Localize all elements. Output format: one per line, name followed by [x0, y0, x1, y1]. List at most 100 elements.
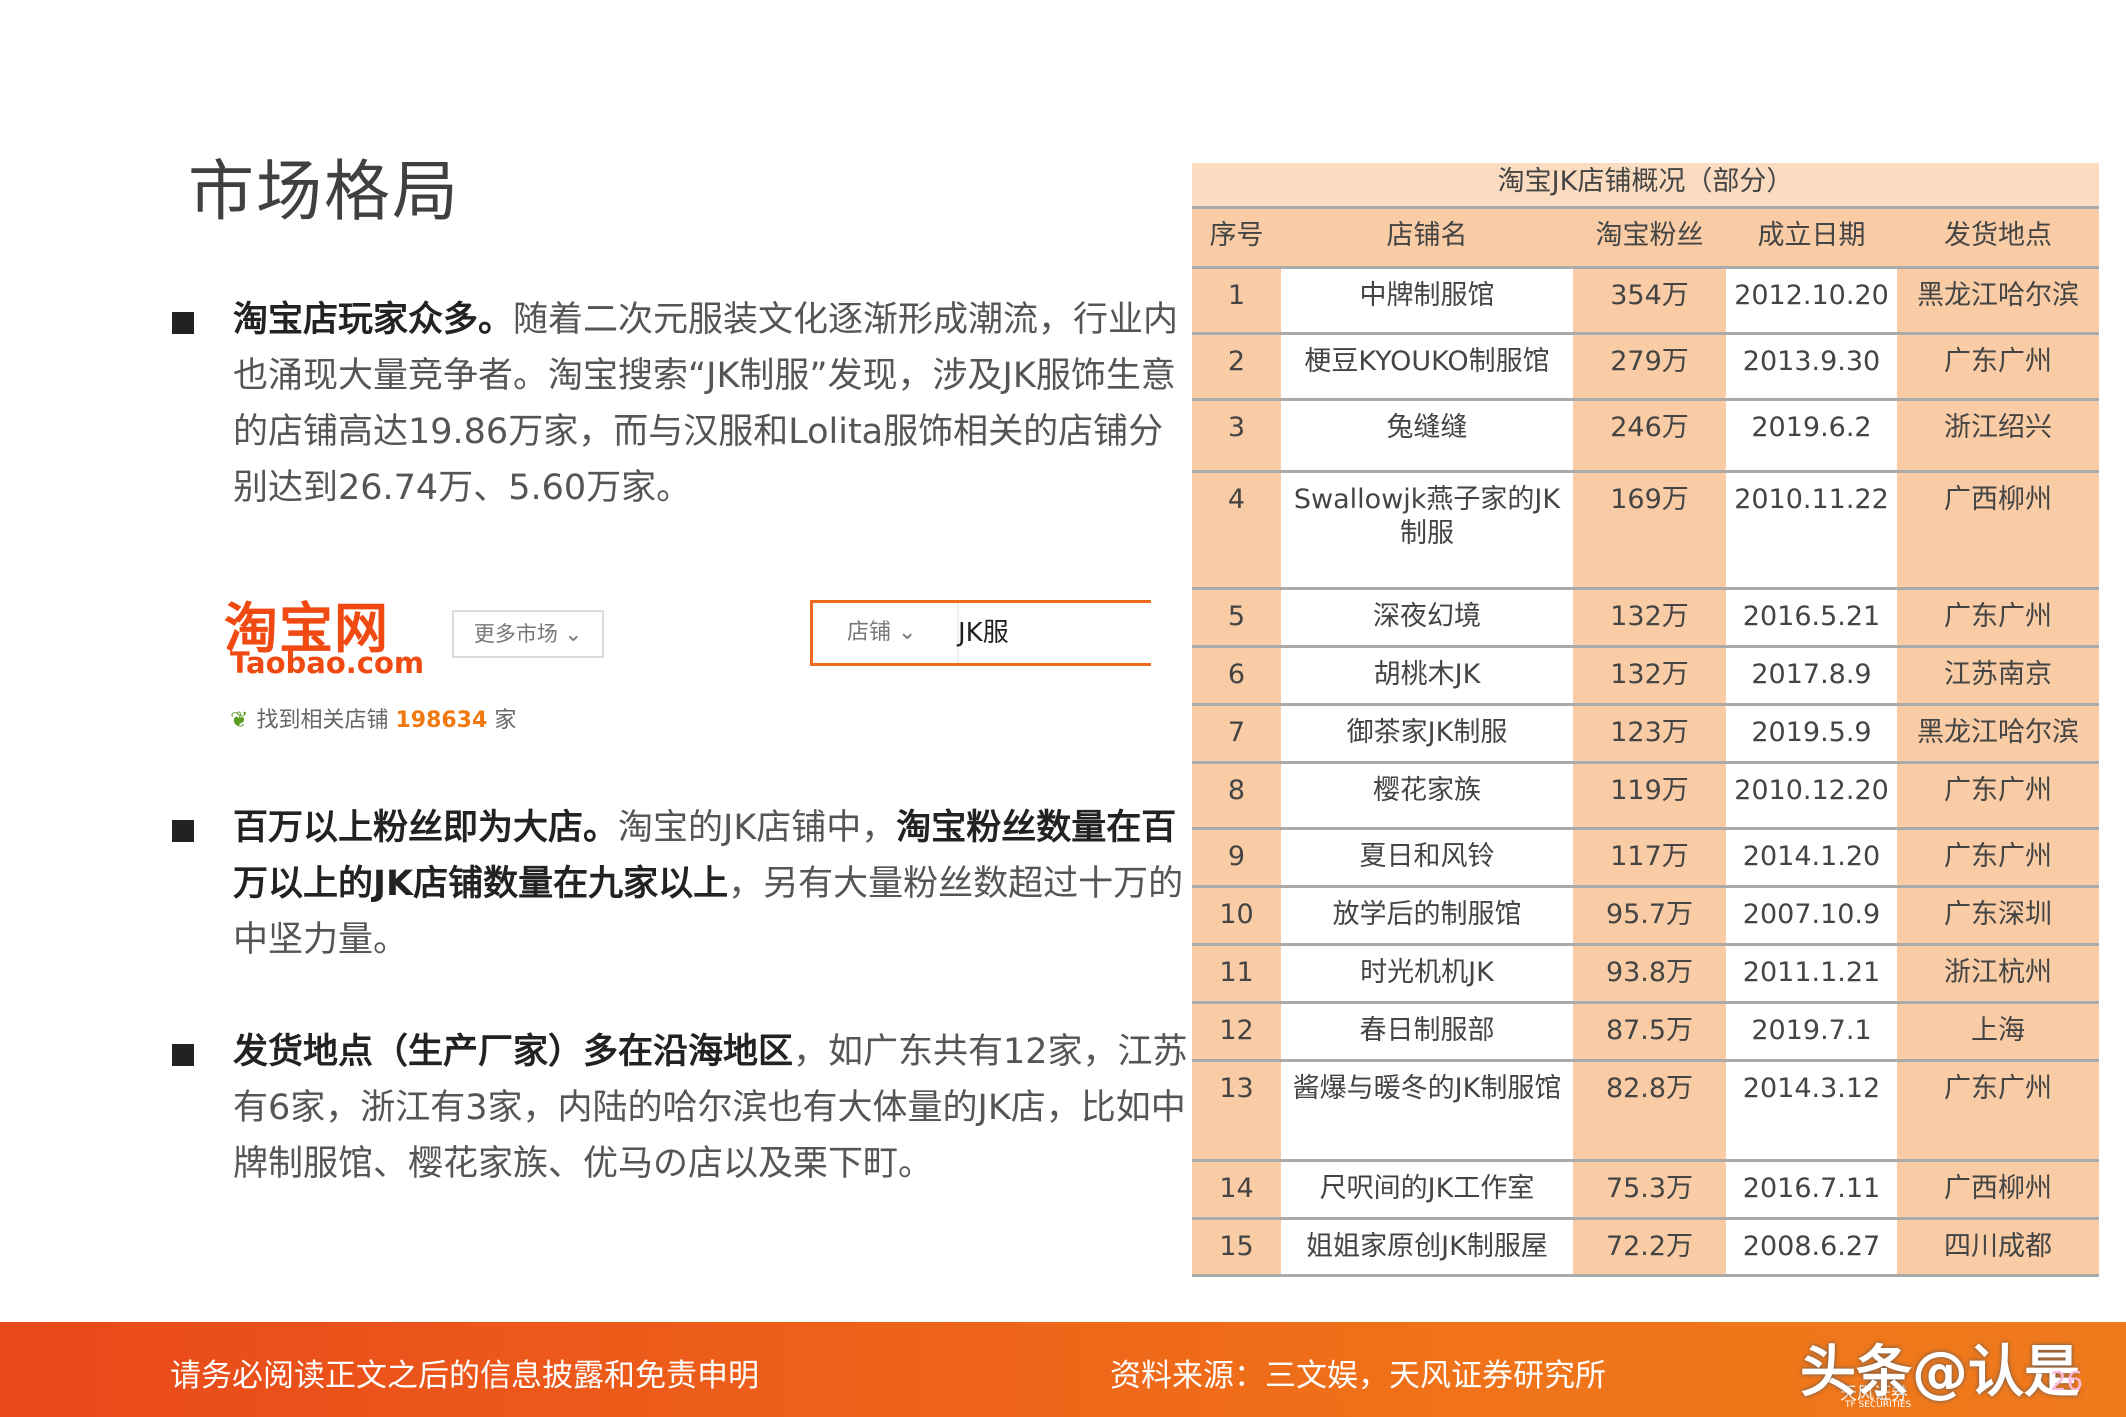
- table-cell: 354万: [1573, 267, 1726, 335]
- table-cell: 2011.1.21: [1726, 944, 1897, 1004]
- header-cell: 淘宝粉丝: [1573, 207, 1726, 269]
- header-cell: 店铺名: [1281, 207, 1573, 269]
- table-cell: 2014.1.20: [1726, 828, 1897, 888]
- table-cell: 123万: [1573, 704, 1726, 764]
- header-cell: 发货地点: [1897, 207, 2100, 269]
- search-type[interactable]: 店铺 ⌄: [829, 603, 959, 663]
- table-row: 9 夏日和风铃 117万 2014.1.20 广东广州: [1192, 828, 2100, 888]
- table-title: 淘宝JK店铺概况（部分）: [1192, 163, 2100, 209]
- table-row: 6 胡桃木JK 132万 2017.8.9 江苏南京: [1192, 646, 2100, 706]
- table-row: 12 春日制服部 87.5万 2019.7.1 上海: [1192, 1002, 2100, 1062]
- table-cell: 时光机机JK: [1281, 944, 1573, 1004]
- table-row: 14 尺呎间的JK工作室 75.3万 2016.7.11 广西柳州: [1192, 1160, 2100, 1220]
- table-row: 10 放学后的制服馆 95.7万 2007.10.9 广东深圳: [1192, 886, 2100, 946]
- table-row: 15 姐姐家原创JK制服屋 72.2万 2008.6.27 四川成都: [1192, 1218, 2100, 1277]
- table-cell: 75.3万: [1573, 1160, 1726, 1220]
- table-title-row: 淘宝JK店铺概况（部分）: [1192, 163, 2100, 209]
- table-cell: 春日制服部: [1281, 1002, 1573, 1062]
- table-cell: 1: [1192, 267, 1281, 335]
- table-cell: 广东深圳: [1897, 886, 2100, 946]
- table-row: 8 樱花家族 119万 2010.12.20 广东广州: [1192, 762, 2100, 830]
- search-box[interactable]: 店铺 ⌄ JK服: [810, 600, 1151, 666]
- table-cell: 87.5万: [1573, 1002, 1726, 1062]
- table-cell: 8: [1192, 762, 1281, 830]
- table-cell: 2019.6.2: [1726, 399, 1897, 473]
- table-row: 5 深夜幻境 132万 2016.5.21 广东广州: [1192, 588, 2100, 648]
- table-cell: 82.8万: [1573, 1060, 1726, 1162]
- bullet-mark: [172, 1044, 194, 1066]
- table-cell: 279万: [1573, 333, 1726, 401]
- table-cell: 95.7万: [1573, 886, 1726, 946]
- table-cell: 2007.10.9: [1726, 886, 1897, 946]
- bold-text: 发货地点（生产厂家）多在沿海地区: [233, 1032, 794, 1072]
- table-cell: 93.8万: [1573, 944, 1726, 1004]
- table-row: 13 酱爆与暖冬的JK制服馆 82.8万 2014.3.12 广东广州: [1192, 1060, 2100, 1162]
- table-cell: 江苏南京: [1897, 646, 2100, 706]
- text: ，如广东共有12家，江苏有6家，浙江有3家，内陆的哈尔滨也有大体量的JK店，比如…: [233, 1032, 1188, 1184]
- table-cell: 深夜幻境: [1281, 588, 1573, 648]
- header-cell: 序号: [1192, 207, 1281, 269]
- table-cell: 黑龙江哈尔滨: [1897, 267, 2100, 335]
- result-prefix: 找到相关店铺: [256, 708, 389, 733]
- table-cell: 御茶家JK制服: [1281, 704, 1573, 764]
- table-cell: 2014.3.12: [1726, 1060, 1897, 1162]
- brand-en: TF SECURITIES: [1845, 1400, 1912, 1410]
- result-number: 198634: [395, 708, 488, 733]
- table-cell: 黑龙江哈尔滨: [1897, 704, 2100, 764]
- table-cell: Swallowjk燕子家的JK制服: [1281, 471, 1573, 590]
- brand: 天风证券: [1840, 1384, 1908, 1404]
- leaf-icon: ❦: [230, 708, 249, 733]
- table-cell: 10: [1192, 886, 1281, 946]
- table-cell: 3: [1192, 399, 1281, 473]
- taobao-domain: Taobao.com: [230, 646, 425, 680]
- table-row: 4 Swallowjk燕子家的JK制服 169万 2010.11.22 广西柳州: [1192, 471, 2100, 590]
- table-cell: 6: [1192, 646, 1281, 706]
- bullet-mark: [172, 820, 194, 842]
- table-cell: 2017.8.9: [1726, 646, 1897, 706]
- bullet-text: 淘宝店玩家众多。随着二次元服装文化逐渐形成潮流，行业内也涌现大量竞争者。淘宝搜索…: [233, 292, 1192, 516]
- text: ，另有大量粉丝数超过十万的中坚力量。: [233, 864, 1184, 960]
- table-cell: 7: [1192, 704, 1281, 764]
- source: 资料来源：三文娱，天风证券研究所: [1110, 1358, 1606, 1394]
- table-row: 1 中牌制服馆 354万 2012.10.20 黑龙江哈尔滨: [1192, 267, 2100, 335]
- table-cell: 72.2万: [1573, 1218, 1726, 1277]
- table-cell: 广西柳州: [1897, 1160, 2100, 1220]
- market-dropdown[interactable]: 更多市场 ⌄: [452, 610, 604, 658]
- watermark: 头条@认是: [1800, 1340, 2080, 1405]
- table-cell: 上海: [1897, 1002, 2100, 1062]
- table-cell: 广东广州: [1897, 1060, 2100, 1162]
- bullet: 淘宝店玩家众多。随着二次元服装文化逐渐形成潮流，行业内也涌现大量竞争者。淘宝搜索…: [172, 292, 1192, 516]
- table-cell: 广东广州: [1897, 828, 2100, 888]
- table-cell: 15: [1192, 1218, 1281, 1277]
- result-count: ❦ 找到相关店铺 198634 家: [230, 702, 516, 734]
- table-cell: 广东广州: [1897, 762, 2100, 830]
- table-cell: 2010.11.22: [1726, 471, 1897, 590]
- table-row: 7 御茶家JK制服 123万 2019.5.9 黑龙江哈尔滨: [1192, 704, 2100, 764]
- table-cell: 2: [1192, 333, 1281, 401]
- slide-title: 市场格局: [188, 153, 460, 230]
- table-cell: 119万: [1573, 762, 1726, 830]
- table-cell: 浙江杭州: [1897, 944, 2100, 1004]
- table-cell: 2010.12.20: [1726, 762, 1897, 830]
- table-cell: 胡桃木JK: [1281, 646, 1573, 706]
- table-cell: 2008.6.27: [1726, 1218, 1897, 1277]
- table-cell: 2019.7.1: [1726, 1002, 1897, 1062]
- text: 淘宝的JK店铺中，: [618, 808, 897, 848]
- search-query: JK服: [958, 618, 1009, 648]
- table-cell: 四川成都: [1897, 1218, 2100, 1277]
- bullet-text: 百万以上粉丝即为大店。淘宝的JK店铺中，淘宝粉丝数量在百万以上的JK店铺数量在九…: [233, 800, 1192, 968]
- page-number: 26: [2050, 1367, 2084, 1397]
- table-cell: 9: [1192, 828, 1281, 888]
- bold-text: 淘宝店玩家众多。: [233, 300, 514, 340]
- table-cell: 4: [1192, 471, 1281, 590]
- footer: 请务必阅读正文之后的信息披露和免责申明 资料来源：三文娱，天风证券研究所 天风证…: [0, 1322, 2126, 1417]
- table-cell: 12: [1192, 1002, 1281, 1062]
- bold-text: 淘宝粉丝数量在百万以上的JK店铺数量在九家以上: [233, 808, 1177, 904]
- table-cell: 117万: [1573, 828, 1726, 888]
- table-cell: 2016.7.11: [1726, 1160, 1897, 1220]
- table-cell: 246万: [1573, 399, 1726, 473]
- table-cell: 夏日和风铃: [1281, 828, 1573, 888]
- table-cell: 尺呎间的JK工作室: [1281, 1160, 1573, 1220]
